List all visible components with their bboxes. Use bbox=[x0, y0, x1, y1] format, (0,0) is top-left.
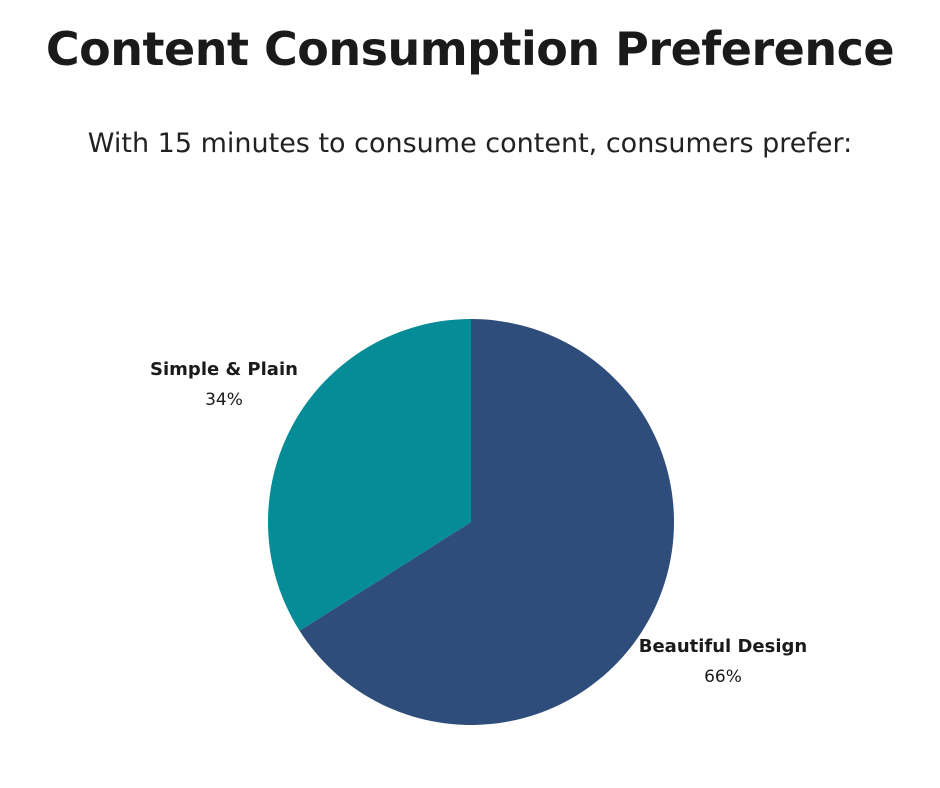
pie-slice-simple-plain bbox=[268, 319, 471, 631]
chart-subtitle: With 15 minutes to consume content, cons… bbox=[87, 128, 853, 159]
slice-value-beautiful-design: 66% bbox=[704, 667, 742, 687]
pie-labels: Beautiful Design 66% Simple & Plain 34% bbox=[150, 359, 807, 687]
pie-slices bbox=[268, 319, 674, 725]
chart-title: Content Consumption Preference bbox=[45, 22, 895, 76]
slice-label-simple-plain: Simple & Plain bbox=[150, 359, 298, 380]
pie-slice-beautiful-design bbox=[299, 319, 674, 725]
slice-value-simple-plain: 34% bbox=[205, 390, 243, 410]
slice-label-beautiful-design: Beautiful Design bbox=[639, 636, 807, 657]
